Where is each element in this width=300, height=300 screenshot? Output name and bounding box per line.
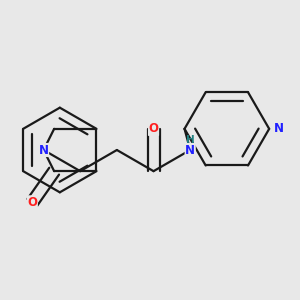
Text: O: O: [148, 122, 158, 135]
Text: H: H: [186, 135, 195, 145]
Text: N: N: [274, 122, 284, 135]
Text: N: N: [185, 143, 195, 157]
Text: O: O: [27, 196, 37, 209]
Text: N: N: [39, 143, 49, 157]
